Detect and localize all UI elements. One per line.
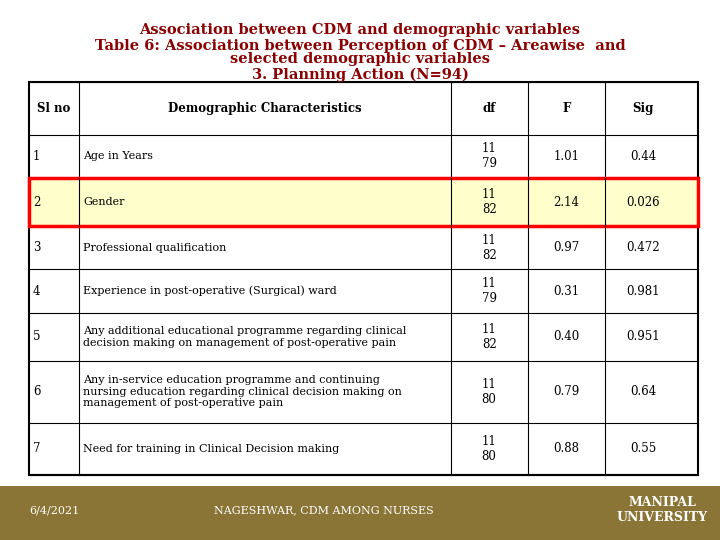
Text: 0.981: 0.981 — [626, 285, 660, 298]
Text: 3. Planning Action (N=94): 3. Planning Action (N=94) — [251, 68, 469, 82]
Text: 6/4/2021: 6/4/2021 — [29, 505, 79, 515]
Text: 3: 3 — [33, 241, 40, 254]
Text: Sig: Sig — [632, 102, 654, 115]
Text: 11
82: 11 82 — [482, 188, 497, 216]
Text: 0.55: 0.55 — [630, 442, 657, 455]
Text: Experience in post-operative (Surgical) ward: Experience in post-operative (Surgical) … — [84, 286, 337, 296]
Text: F: F — [562, 102, 570, 115]
Text: 11
79: 11 79 — [482, 277, 497, 305]
Text: 6: 6 — [33, 385, 40, 399]
Text: 0.31: 0.31 — [553, 285, 579, 298]
Text: Professional qualification: Professional qualification — [84, 243, 227, 253]
Text: Age in Years: Age in Years — [84, 151, 153, 161]
Text: Any additional educational programme regarding clinical
decision making on manag: Any additional educational programme reg… — [84, 326, 407, 348]
Text: 0.40: 0.40 — [553, 330, 580, 343]
Text: 11
80: 11 80 — [482, 378, 497, 406]
Text: Need for training in Clinical Decision making: Need for training in Clinical Decision m… — [84, 444, 340, 454]
Text: 0.88: 0.88 — [553, 442, 579, 455]
Text: Sl no: Sl no — [37, 102, 71, 115]
Text: 1: 1 — [33, 150, 40, 163]
Text: NAGESHWAR, CDM AMONG NURSES: NAGESHWAR, CDM AMONG NURSES — [214, 505, 434, 515]
Text: 0.97: 0.97 — [553, 241, 580, 254]
Text: MANIPAL
UNIVERSITY: MANIPAL UNIVERSITY — [617, 496, 708, 524]
Text: 11
80: 11 80 — [482, 435, 497, 463]
Text: 4: 4 — [33, 285, 40, 298]
Text: 1.01: 1.01 — [553, 150, 579, 163]
Text: 0.026: 0.026 — [626, 195, 660, 208]
Text: Gender: Gender — [84, 197, 125, 207]
Text: Table 6: Association between Perception of CDM – Areawise  and: Table 6: Association between Perception … — [95, 39, 625, 53]
Text: Association between CDM and demographic variables: Association between CDM and demographic … — [140, 23, 580, 37]
Text: 0.44: 0.44 — [630, 150, 657, 163]
Text: 11
79: 11 79 — [482, 143, 497, 170]
Text: Any in-service education programme and continuing
nursing education regarding cl: Any in-service education programme and c… — [84, 375, 402, 408]
Text: 5: 5 — [33, 330, 40, 343]
Text: 11
82: 11 82 — [482, 234, 497, 262]
Text: 11
82: 11 82 — [482, 323, 497, 351]
Text: df: df — [482, 102, 496, 115]
Text: 0.79: 0.79 — [553, 385, 580, 399]
Text: 7: 7 — [33, 442, 40, 455]
Text: 0.64: 0.64 — [630, 385, 657, 399]
Text: 2: 2 — [33, 195, 40, 208]
Text: 2.14: 2.14 — [553, 195, 579, 208]
Text: selected demographic variables: selected demographic variables — [230, 52, 490, 66]
Text: 0.951: 0.951 — [626, 330, 660, 343]
Text: 0.472: 0.472 — [626, 241, 660, 254]
Text: Demographic Characteristics: Demographic Characteristics — [168, 102, 361, 115]
